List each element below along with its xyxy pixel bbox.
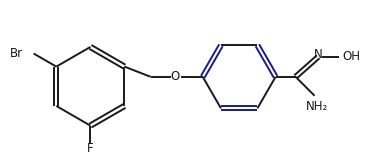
Text: NH₂: NH₂ bbox=[307, 100, 328, 113]
Text: O: O bbox=[171, 70, 180, 83]
Text: N: N bbox=[314, 49, 323, 61]
Text: Br: Br bbox=[10, 47, 24, 60]
Text: F: F bbox=[87, 142, 94, 155]
Text: OH: OH bbox=[343, 50, 361, 63]
